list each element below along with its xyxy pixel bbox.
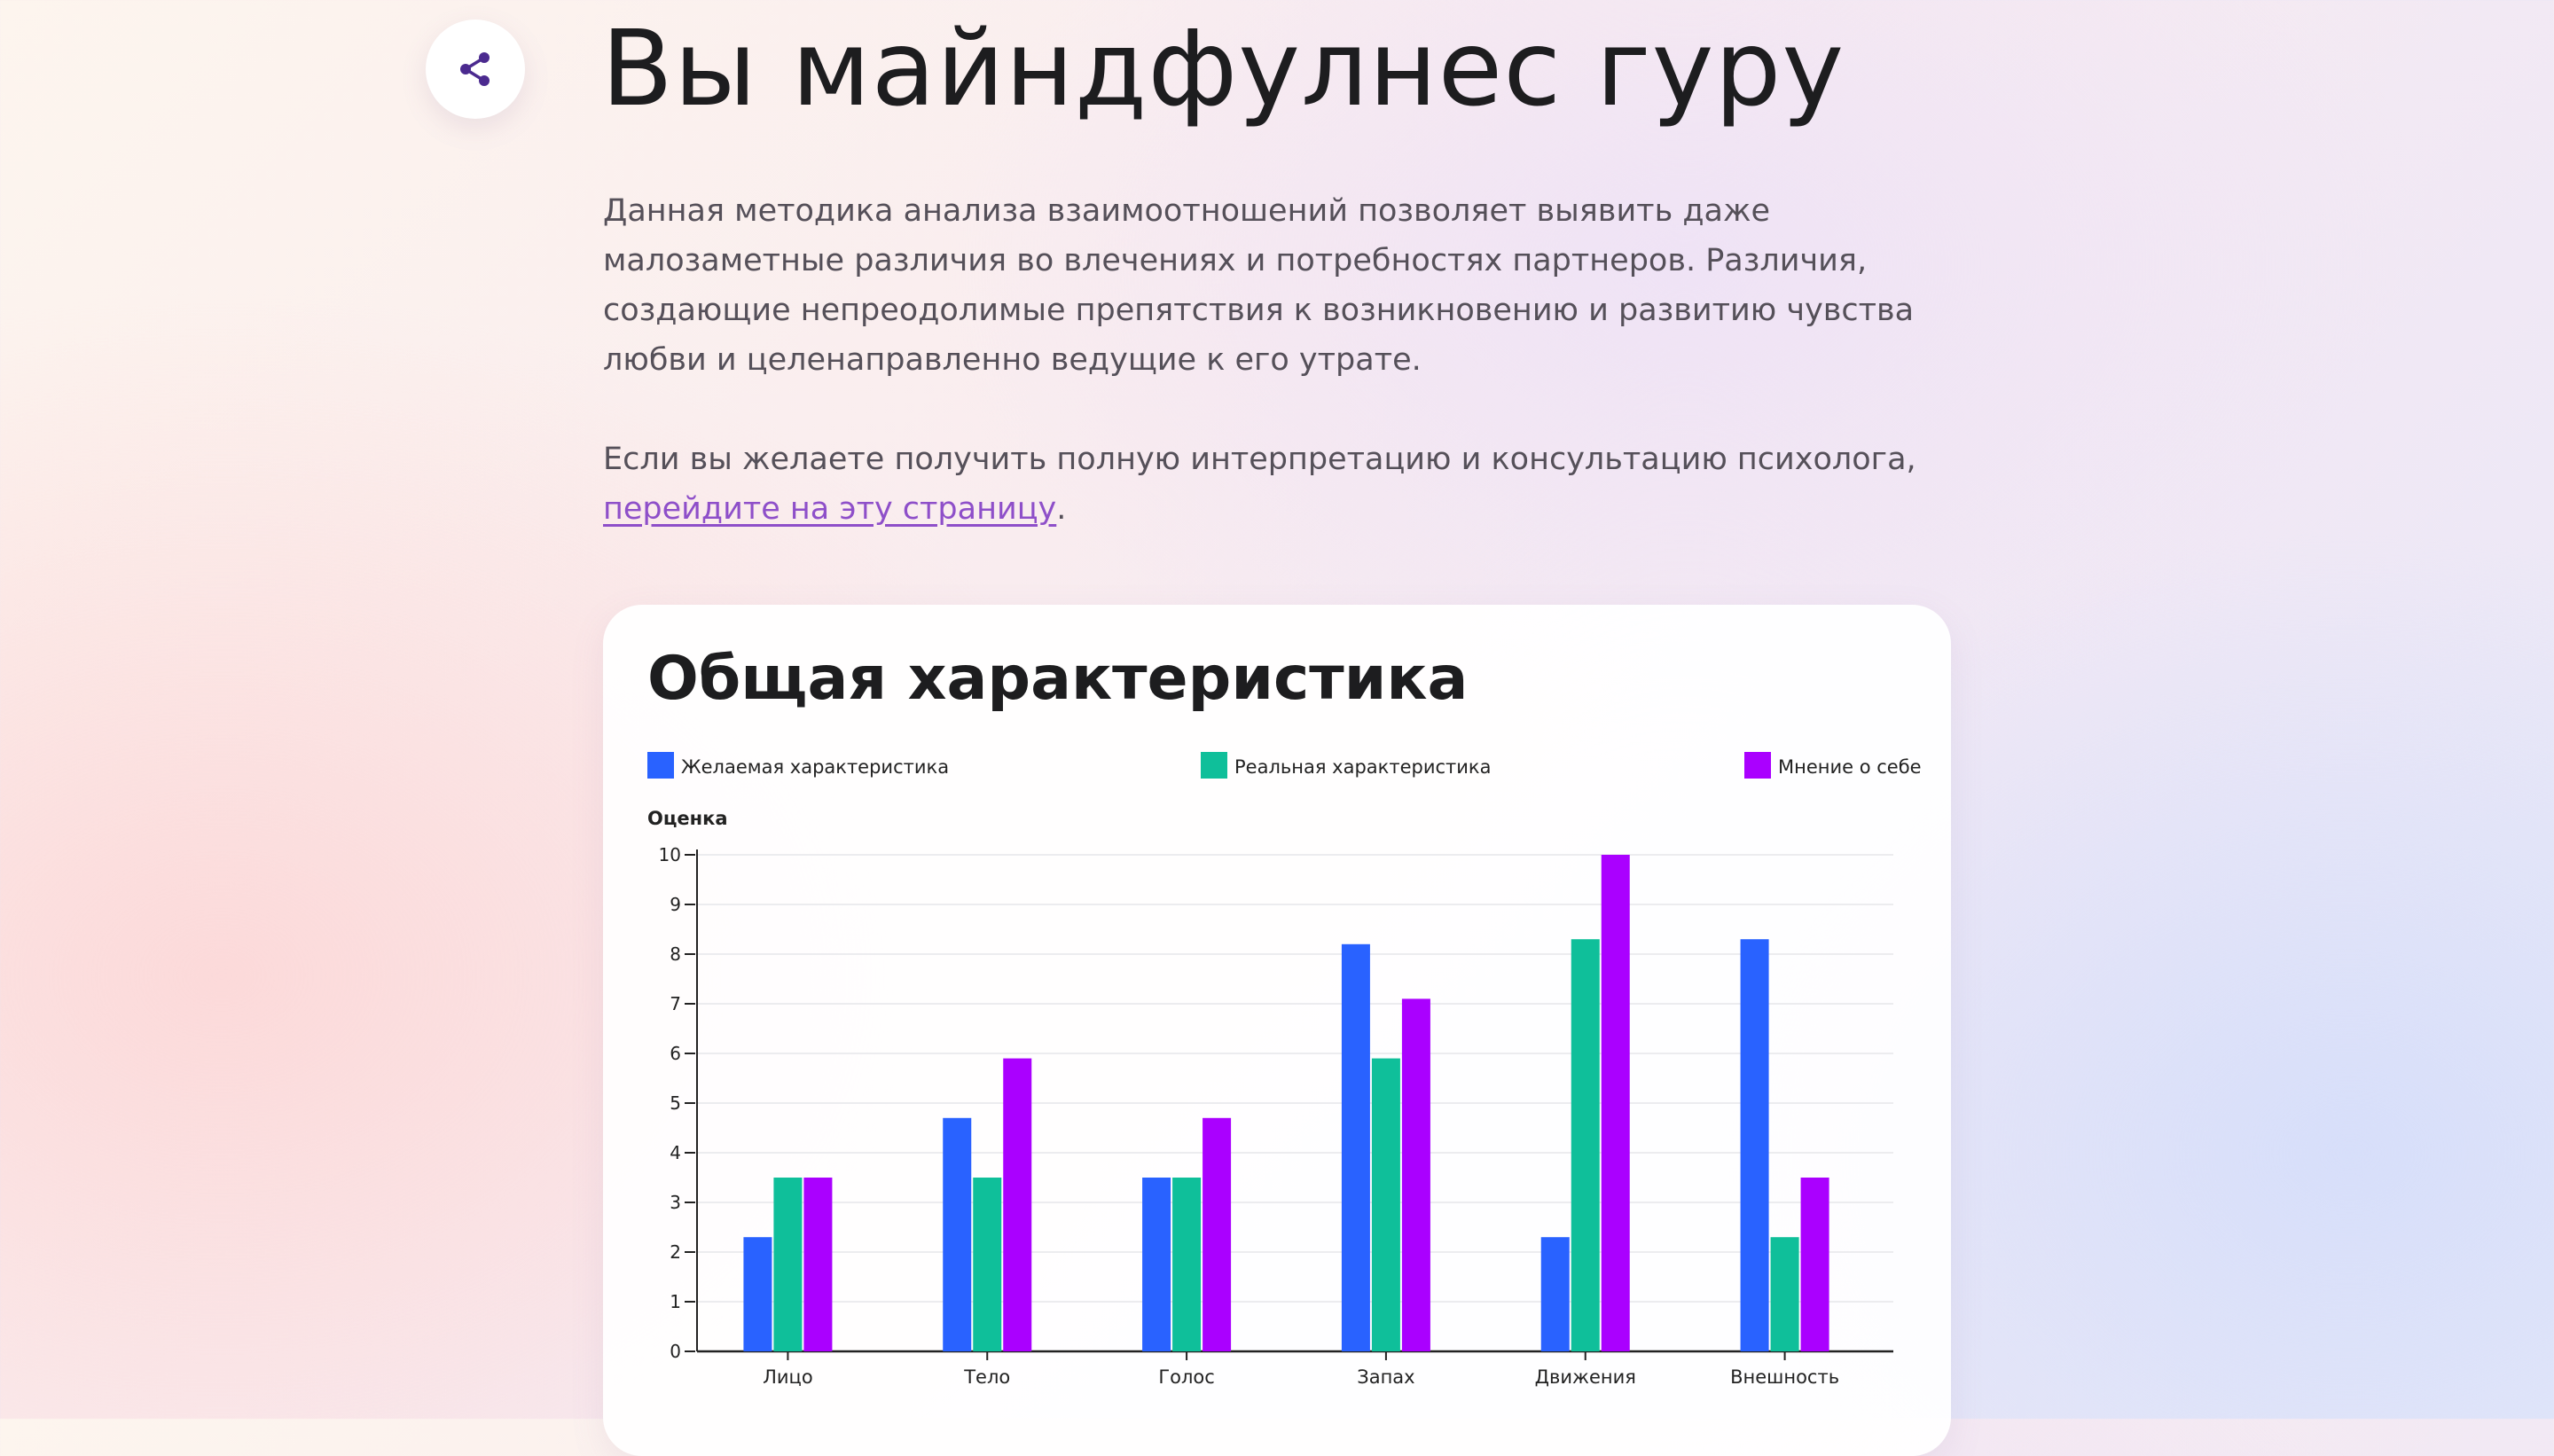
chart-card: Общая характеристика Желаемая характерис… xyxy=(603,605,1951,1456)
y-tick-label: 6 xyxy=(670,1043,681,1064)
bar-1-1[interactable] xyxy=(743,1237,772,1351)
interpretation-paragraph: Если вы желаете получить полную интерпре… xyxy=(603,434,1951,534)
bar-2-4[interactable] xyxy=(1371,1058,1400,1351)
x-tick-label: Тело xyxy=(963,1366,1010,1388)
bar-2-6[interactable] xyxy=(1770,1237,1799,1351)
y-tick-label: 7 xyxy=(670,993,681,1014)
bar-2-2[interactable] xyxy=(973,1178,1002,1351)
x-tick-label: Голос xyxy=(1158,1366,1214,1388)
share-button[interactable] xyxy=(426,20,525,119)
x-tick-label: Внешность xyxy=(1730,1366,1839,1388)
y-tick-label: 0 xyxy=(670,1341,681,1362)
legend-label-3: Мнение о себе xyxy=(1778,756,1922,778)
bar-2-1[interactable] xyxy=(773,1178,803,1351)
bar-1-4[interactable] xyxy=(1341,943,1370,1351)
page-title: Вы майндфулнес гуру xyxy=(601,7,1845,129)
bar-1-5[interactable] xyxy=(1540,1237,1570,1351)
chart-title: Общая характеристика xyxy=(647,644,1469,714)
legend-label-1: Желаемая характеристика xyxy=(681,756,949,778)
legend-swatch-1 xyxy=(647,752,674,779)
interpretation-link[interactable]: перейдите на эту страницу xyxy=(603,491,1057,527)
bar-3-6[interactable] xyxy=(1800,1178,1829,1351)
bar-3-3[interactable] xyxy=(1203,1117,1232,1351)
share-icon xyxy=(460,52,490,86)
y-tick-label: 5 xyxy=(670,1092,681,1114)
x-tick-label: Запах xyxy=(1357,1366,1414,1388)
legend-swatch-3 xyxy=(1744,752,1771,779)
y-tick-label: 1 xyxy=(670,1291,681,1312)
legend-label-2: Реальная характеристика xyxy=(1234,756,1491,778)
y-tick-label: 2 xyxy=(670,1241,681,1263)
x-tick-label: Лицо xyxy=(763,1366,813,1388)
link-suffix: . xyxy=(1056,491,1067,527)
x-tick-label: Движения xyxy=(1535,1366,1636,1388)
bar-3-2[interactable] xyxy=(1003,1058,1032,1351)
bar-1-2[interactable] xyxy=(943,1117,972,1351)
y-tick-label: 10 xyxy=(659,844,681,865)
y-axis-label: Оценка xyxy=(647,808,728,829)
legend-swatch-2 xyxy=(1201,752,1227,779)
intro-paragraph: Данная методика анализа взаимоотношений … xyxy=(603,193,1915,378)
bar-2-3[interactable] xyxy=(1172,1178,1202,1351)
y-tick-label: 8 xyxy=(670,943,681,965)
y-tick-label: 4 xyxy=(670,1142,681,1163)
bar-3-1[interactable] xyxy=(803,1178,833,1351)
bar-3-4[interactable] xyxy=(1401,998,1430,1351)
bar-1-3[interactable] xyxy=(1142,1178,1171,1351)
y-tick-label: 9 xyxy=(670,894,681,915)
bar-3-5[interactable] xyxy=(1601,855,1630,1351)
bar-1-6[interactable] xyxy=(1740,939,1769,1351)
bar-2-5[interactable] xyxy=(1571,939,1600,1351)
interpretation-text: Если вы желаете получить полную интерпре… xyxy=(603,442,1916,477)
bar-chart: Желаемая характеристика Реальная характер… xyxy=(647,752,1922,1388)
y-tick-label: 3 xyxy=(670,1192,681,1213)
